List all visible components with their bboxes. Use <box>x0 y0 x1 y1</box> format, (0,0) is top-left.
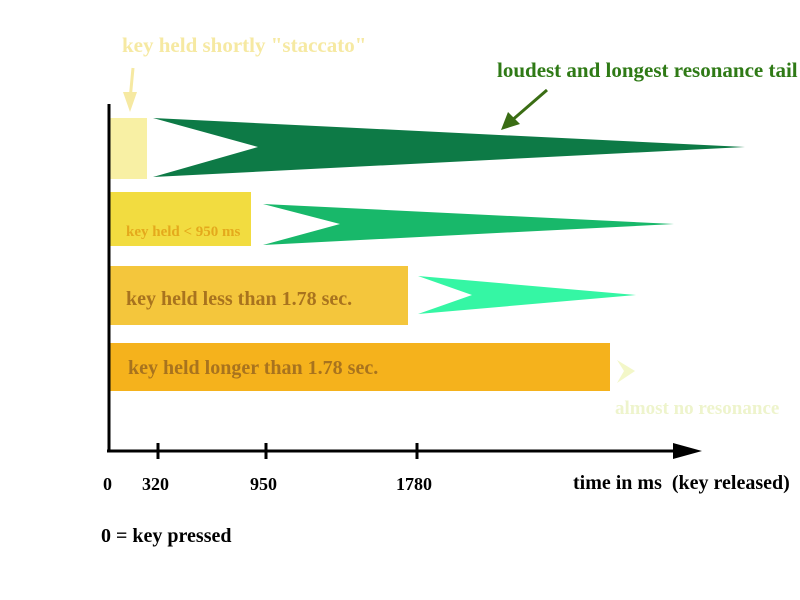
loudest-arrow-icon <box>501 88 548 130</box>
x-axis-arrow-icon <box>673 443 702 459</box>
staccato-label: key held shortly "staccato" <box>122 33 366 57</box>
held-bar-950-label: key held < 950 ms <box>126 224 241 240</box>
tick-label-320: 320 <box>142 474 169 494</box>
x-axis-label: time in ms (key released) <box>573 472 790 494</box>
resonance-tail-long <box>617 360 635 383</box>
held-bar-long <box>110 343 610 391</box>
held-bar-1780-label: key held less than 1.78 sec. <box>126 288 352 310</box>
resonance-tail-1780 <box>418 276 636 314</box>
resonance-tail-950 <box>263 204 674 245</box>
tick-label-1780: 1780 <box>396 474 432 494</box>
legend-note: 0 = key pressed <box>101 525 231 547</box>
held-bar-staccato <box>110 118 147 179</box>
tick-label-0: 0 <box>103 474 112 494</box>
loudest-tail-label: loudest and longest resonance tail <box>497 58 798 82</box>
resonance-tail-staccato <box>153 118 745 177</box>
tick-label-950: 950 <box>250 474 277 494</box>
held-bar-1780 <box>110 266 408 325</box>
held-bar-long-label: key held longer than 1.78 sec. <box>128 357 378 379</box>
staccato-arrow-icon <box>123 67 137 112</box>
almost-no-resonance-label: almost no resonance <box>615 398 779 419</box>
held-bar-950 <box>110 192 251 246</box>
